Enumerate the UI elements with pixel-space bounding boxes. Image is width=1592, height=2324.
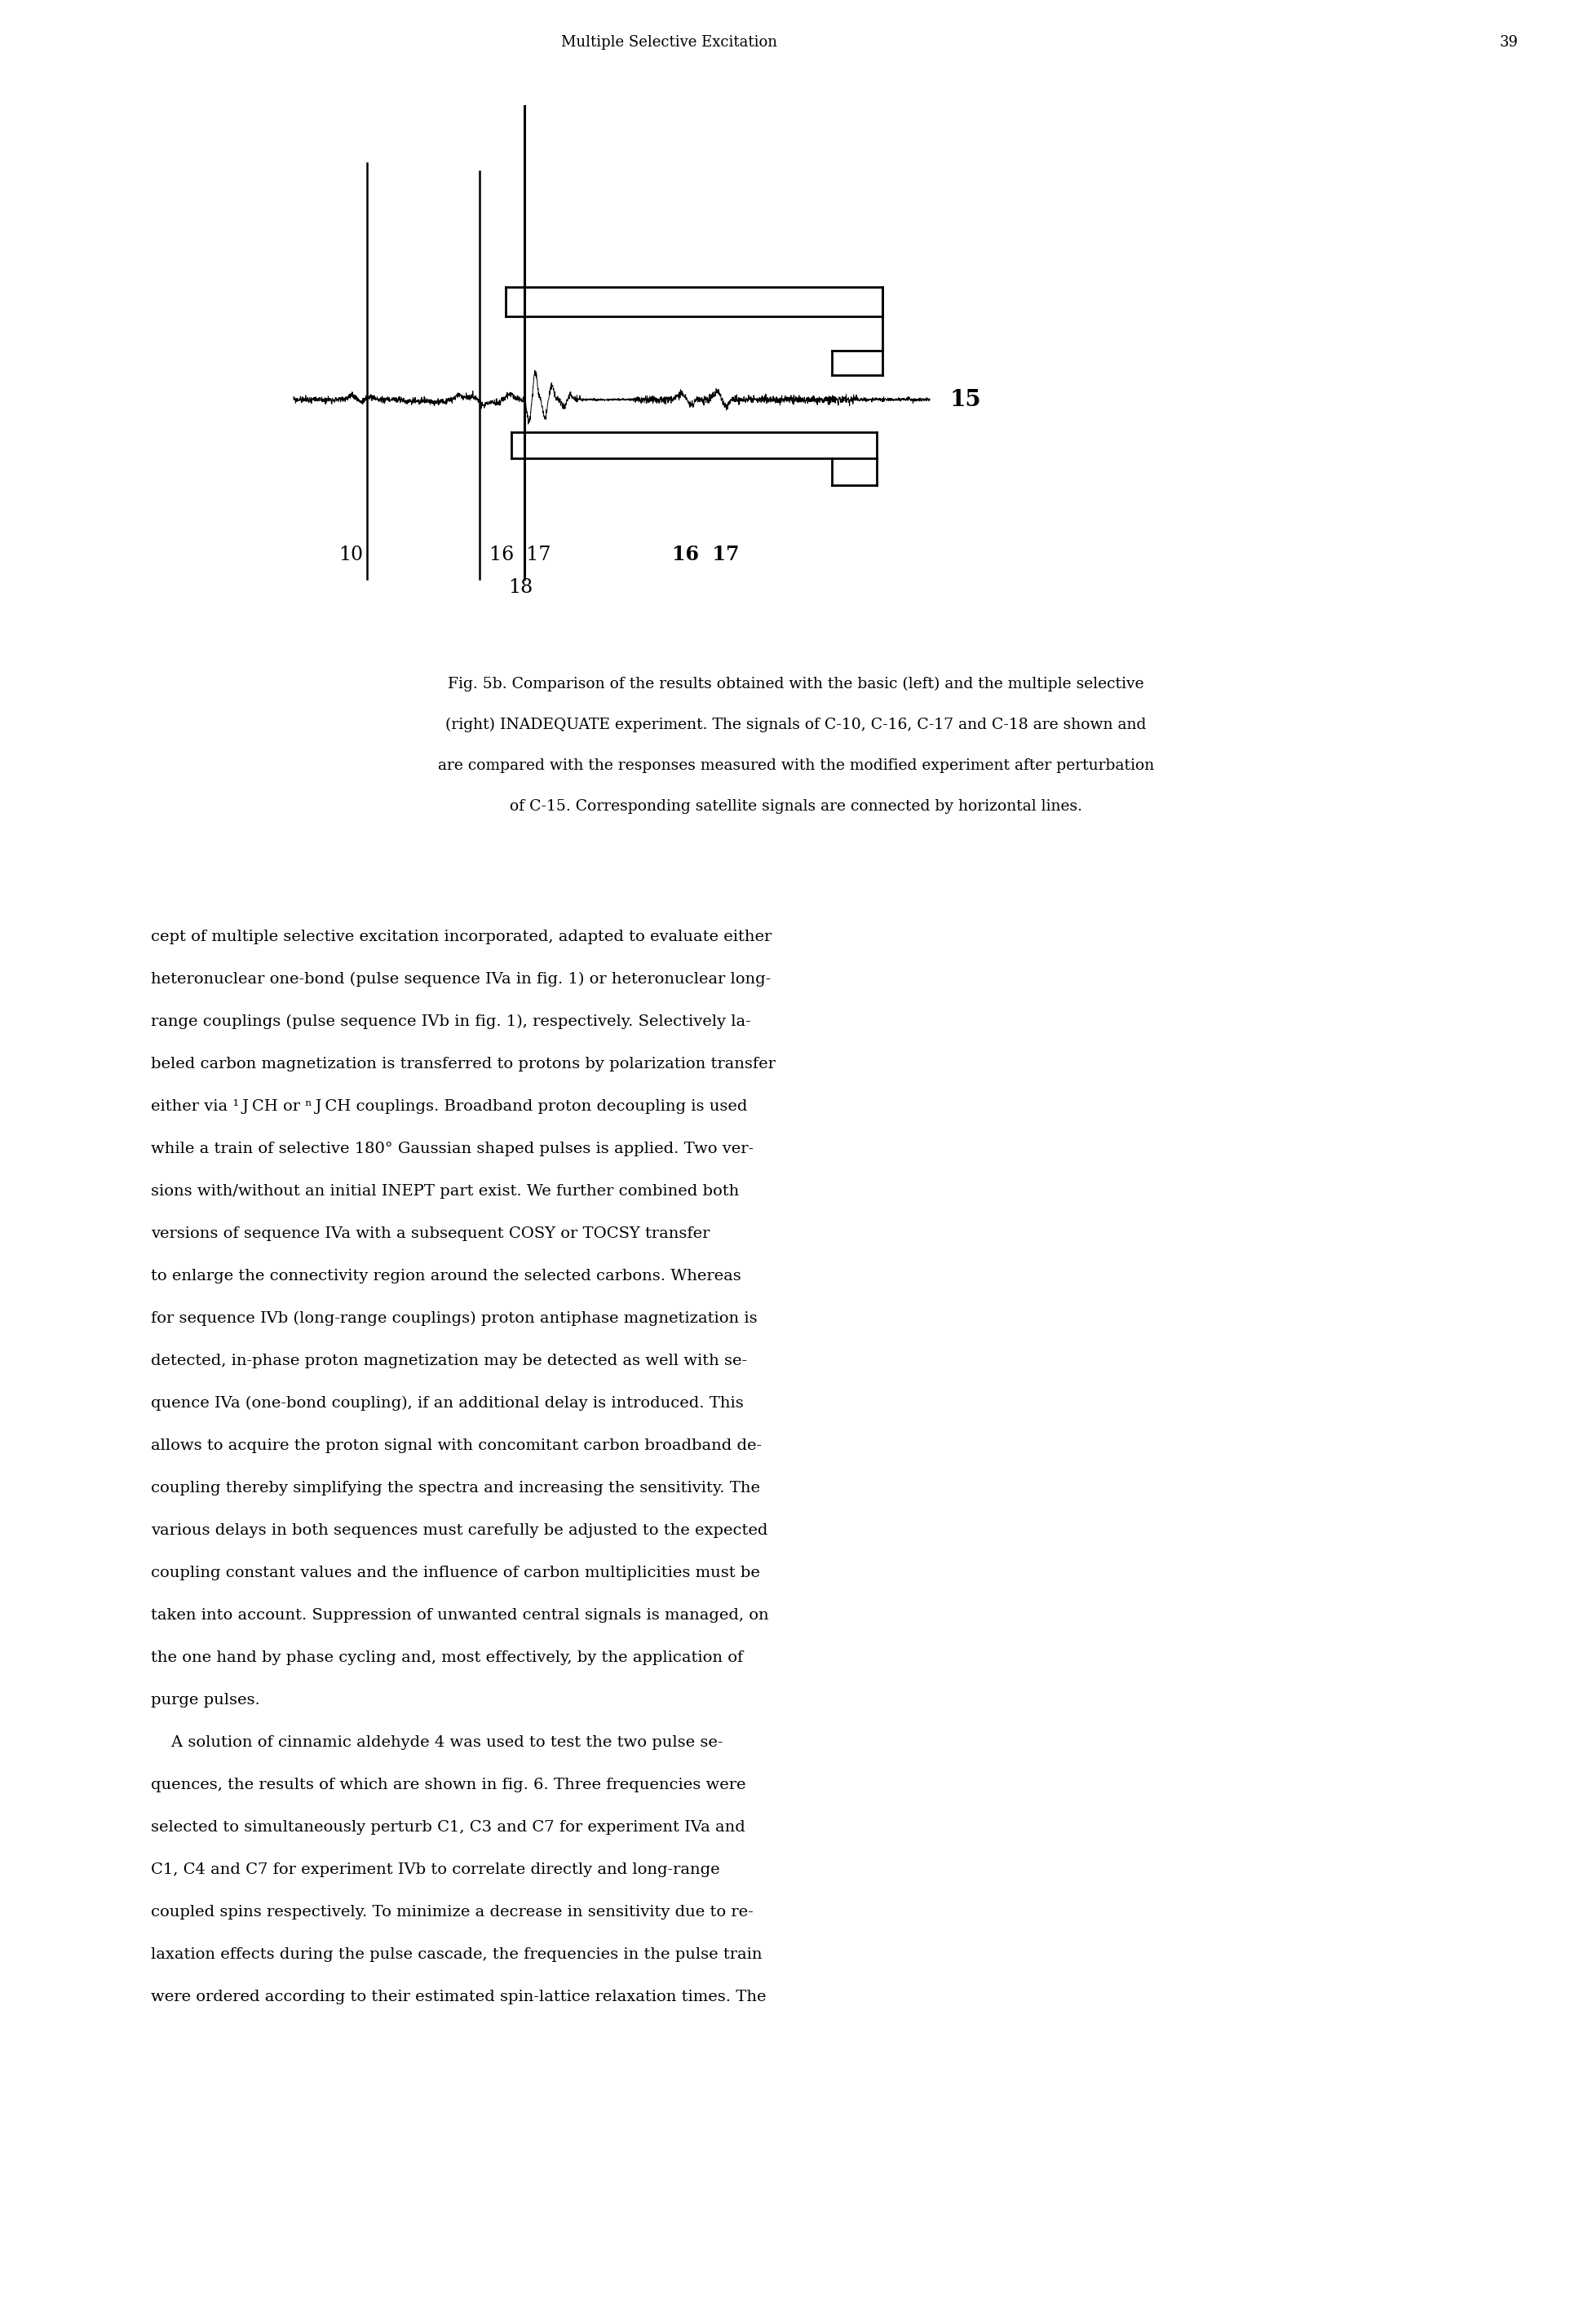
Text: coupled spins respectively. To minimize a decrease in sensitivity due to re-: coupled spins respectively. To minimize …	[151, 1906, 753, 1920]
Text: various delays in both sequences must carefully be adjusted to the expected: various delays in both sequences must ca…	[151, 1522, 767, 1538]
Text: allows to acquire the proton signal with concomitant carbon broadband de-: allows to acquire the proton signal with…	[151, 1439, 763, 1452]
Text: to enlarge the connectivity region around the selected carbons. Whereas: to enlarge the connectivity region aroun…	[151, 1269, 742, 1283]
Text: purge pulses.: purge pulses.	[151, 1692, 259, 1708]
Text: 39: 39	[1500, 35, 1519, 49]
Text: C1, C4 and C7 for experiment IVb to correlate directly and long-range: C1, C4 and C7 for experiment IVb to corr…	[151, 1862, 720, 1878]
Text: taken into account. Suppression of unwanted central signals is managed, on: taken into account. Suppression of unwan…	[151, 1608, 769, 1622]
Text: 18: 18	[508, 579, 533, 597]
Text: quences, the results of which are shown in fig. 6. Three frequencies were: quences, the results of which are shown …	[151, 1778, 745, 1792]
Text: sions with/without an initial INEPT part exist. We further combined both: sions with/without an initial INEPT part…	[151, 1183, 739, 1199]
Text: the one hand by phase cycling and, most effectively, by the application of: the one hand by phase cycling and, most …	[151, 1650, 743, 1664]
Text: 15: 15	[950, 388, 982, 411]
Text: 16  17: 16 17	[672, 544, 739, 565]
Text: while a train of selective 180° Gaussian shaped pulses is applied. Two ver-: while a train of selective 180° Gaussian…	[151, 1141, 753, 1157]
Text: coupling thereby simplifying the spectra and increasing the sensitivity. The: coupling thereby simplifying the spectra…	[151, 1480, 759, 1497]
Text: 16  17: 16 17	[490, 546, 551, 565]
Text: A solution of cinnamic aldehyde 4 was used to test the two pulse se-: A solution of cinnamic aldehyde 4 was us…	[151, 1736, 723, 1750]
Text: Multiple Selective Excitation: Multiple Selective Excitation	[560, 35, 777, 49]
Text: quence IVa (one-bond coupling), if an additional delay is introduced. This: quence IVa (one-bond coupling), if an ad…	[151, 1397, 743, 1411]
Text: Fig. 5b. Comparison of the results obtained with the basic (left) and the multip: Fig. 5b. Comparison of the results obtai…	[447, 676, 1145, 693]
Text: of C-15. Corresponding satellite signals are connected by horizontal lines.: of C-15. Corresponding satellite signals…	[509, 799, 1083, 813]
Text: were ordered according to their estimated spin-lattice relaxation times. The: were ordered according to their estimate…	[151, 1989, 766, 2003]
Text: (right) INADEQUATE experiment. The signals of C-10, C-16, C-17 and C-18 are show: (right) INADEQUATE experiment. The signa…	[446, 718, 1146, 732]
Text: for sequence IVb (long-range couplings) proton antiphase magnetization is: for sequence IVb (long-range couplings) …	[151, 1311, 758, 1327]
Text: detected, in-phase proton magnetization may be detected as well with se-: detected, in-phase proton magnetization …	[151, 1353, 747, 1369]
Text: versions of sequence IVa with a subsequent COSY or TOCSY transfer: versions of sequence IVa with a subseque…	[151, 1227, 710, 1241]
Text: cept of multiple selective excitation incorporated, adapted to evaluate either: cept of multiple selective excitation in…	[151, 930, 772, 944]
Text: range couplings (pulse sequence IVb in fig. 1), respectively. Selectively la-: range couplings (pulse sequence IVb in f…	[151, 1013, 751, 1030]
Text: beled carbon magnetization is transferred to protons by polarization transfer: beled carbon magnetization is transferre…	[151, 1057, 775, 1071]
Text: selected to simultaneously perturb C1, C3 and C7 for experiment IVa and: selected to simultaneously perturb C1, C…	[151, 1820, 745, 1834]
Text: coupling constant values and the influence of carbon multiplicities must be: coupling constant values and the influen…	[151, 1566, 759, 1580]
Text: heteronuclear one-bond (pulse sequence IVa in fig. 1) or heteronuclear long-: heteronuclear one-bond (pulse sequence I…	[151, 971, 771, 988]
Text: laxation effects during the pulse cascade, the frequencies in the pulse train: laxation effects during the pulse cascad…	[151, 1948, 763, 1961]
Text: are compared with the responses measured with the modified experiment after pert: are compared with the responses measured…	[438, 758, 1154, 774]
Text: either via ¹ J CH or ⁿ J CH couplings. Broadband proton decoupling is used: either via ¹ J CH or ⁿ J CH couplings. B…	[151, 1099, 747, 1113]
Text: 10: 10	[339, 546, 363, 565]
